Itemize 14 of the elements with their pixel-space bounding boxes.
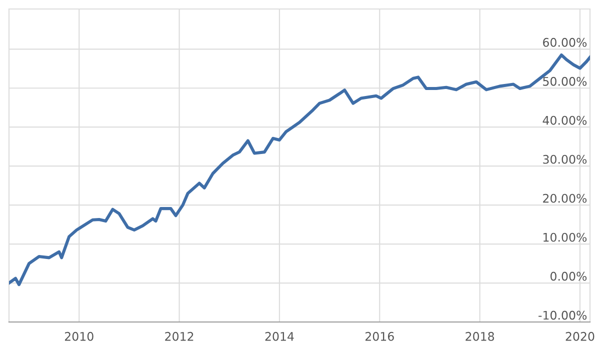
- y-tick-label: 10.00%: [544, 232, 587, 242]
- y-tick-label: 60.00%: [543, 38, 587, 47]
- x-tick-label: 2012: [165, 332, 194, 341]
- x-tick-label: 2014: [265, 332, 294, 341]
- y-tick-label: 30.00%: [543, 154, 587, 164]
- x-tick-label: 2010: [64, 332, 94, 341]
- y-tick-label: -10.00%: [538, 310, 587, 320]
- y-tick-label: 50.00%: [543, 76, 587, 86]
- x-tick-label: 2016: [365, 332, 394, 341]
- x-tick-label: 2020: [566, 332, 594, 341]
- x-tick-label: 2018: [466, 332, 494, 341]
- y-tick-label: 20.00%: [543, 194, 587, 203]
- y-tick-label: 40.00%: [542, 116, 587, 125]
- y-tick-label: 0.00%: [550, 272, 587, 281]
